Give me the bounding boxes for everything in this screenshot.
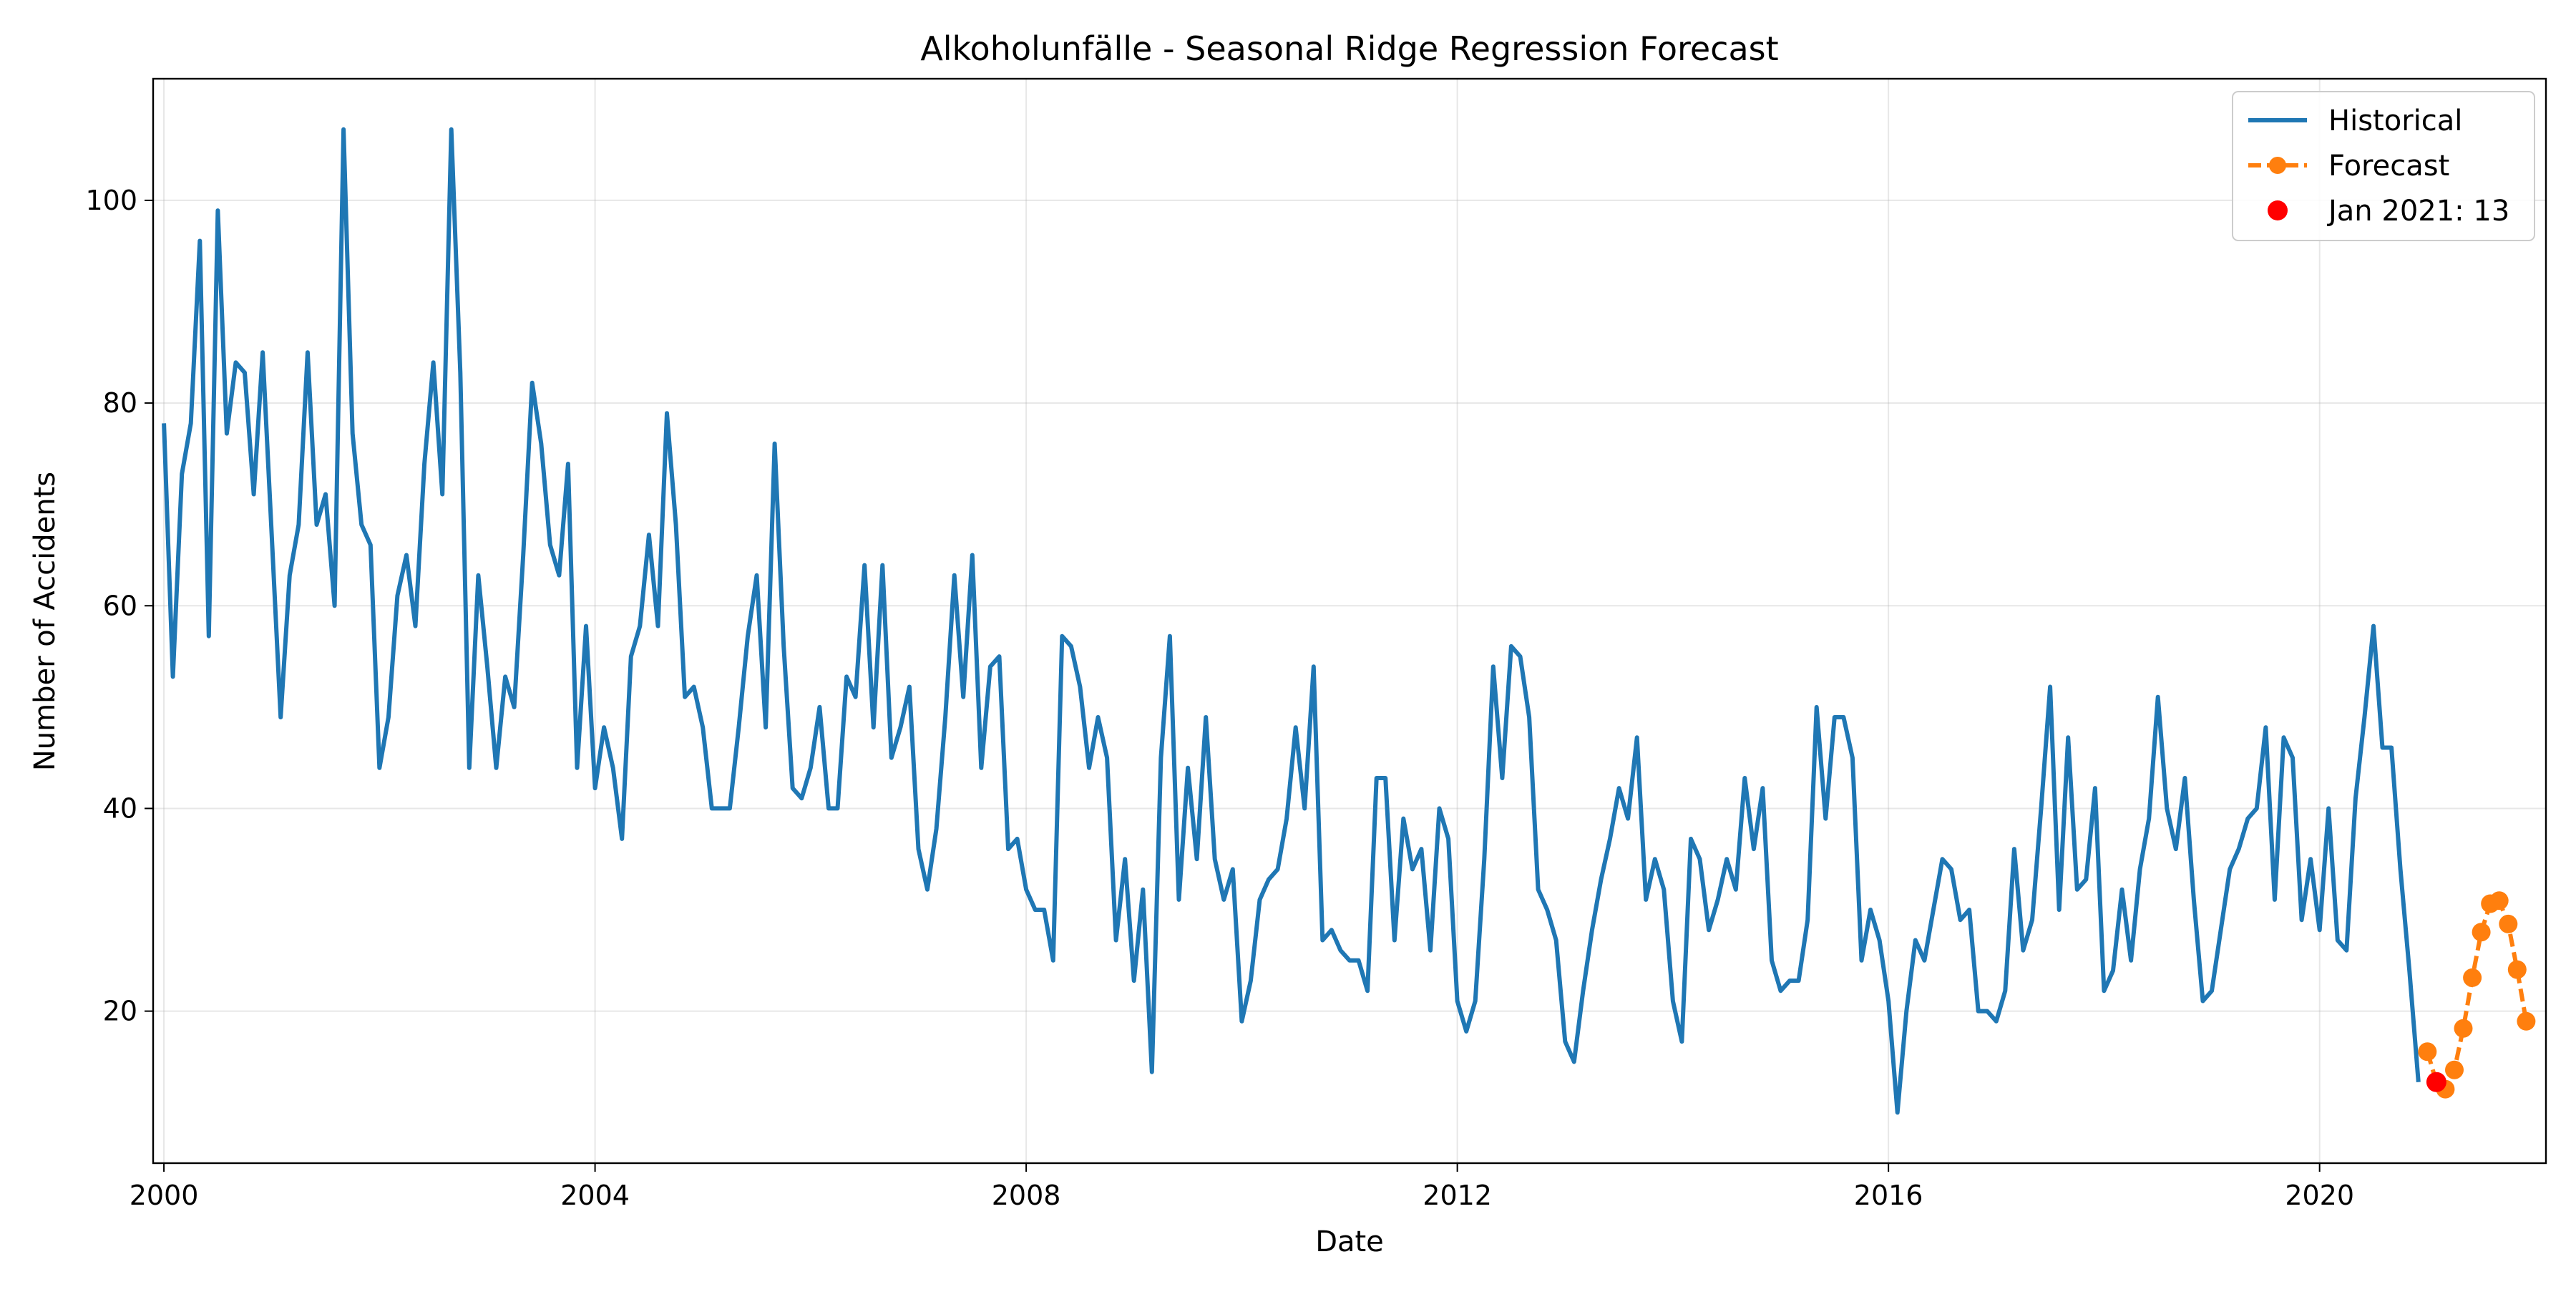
forecast-point [2507, 960, 2527, 979]
grid [153, 79, 2546, 1163]
series-layer [162, 127, 2536, 1115]
forecast-point [2463, 968, 2482, 987]
forecast-point [2489, 891, 2509, 910]
x-tick-label: 2020 [2285, 1180, 2354, 1211]
forecast-point [2499, 914, 2518, 933]
forecast-point [2418, 1042, 2437, 1062]
x-tick-label: 2008 [992, 1180, 1061, 1211]
plot-frame [152, 77, 2547, 1165]
x-axis-label: Date [1315, 1225, 1384, 1258]
y-axis-label: Number of Accidents [29, 472, 62, 771]
y-tick-label: 60 [103, 590, 137, 621]
forecast-point [2472, 923, 2491, 942]
legend-forecast-label: Forecast [2328, 150, 2449, 183]
highlight-point [2426, 1072, 2446, 1092]
legend-highlight-label: Jan 2021: 13 [2326, 195, 2509, 228]
forecast-point [2454, 1019, 2473, 1038]
x-tick-label: 2016 [1854, 1180, 1923, 1211]
y-tick-label: 100 [85, 185, 137, 216]
chart-title: Alkoholunfälle - Seasonal Ridge Regressi… [920, 29, 1778, 68]
forecast-point [2445, 1060, 2464, 1079]
legend-historical-label: Historical [2328, 105, 2462, 137]
y-tick-label: 20 [103, 996, 137, 1027]
historical-line [162, 127, 2421, 1115]
legend: Historical Forecast Jan 2021: 13 [2232, 91, 2535, 241]
forecast-point [2517, 1011, 2536, 1031]
legend-highlight-marker [2268, 200, 2288, 220]
y-tick-label: 80 [103, 387, 137, 419]
legend-frame [2232, 91, 2535, 241]
x-tick-label: 2012 [1423, 1180, 1492, 1211]
x-tick-label: 2000 [130, 1180, 199, 1211]
y-tick-label: 40 [103, 792, 137, 824]
x-tick-label: 2004 [560, 1180, 630, 1211]
legend-forecast-marker [2269, 157, 2286, 174]
